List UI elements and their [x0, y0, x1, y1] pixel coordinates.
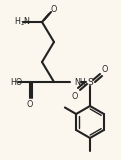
Text: H$_2$N: H$_2$N [14, 16, 31, 28]
Text: O: O [102, 64, 108, 73]
Text: NH: NH [74, 77, 86, 87]
Text: O: O [51, 4, 57, 13]
Text: O: O [27, 100, 33, 108]
Text: HO: HO [10, 77, 22, 87]
Text: O: O [72, 92, 78, 100]
Text: S: S [87, 77, 93, 87]
